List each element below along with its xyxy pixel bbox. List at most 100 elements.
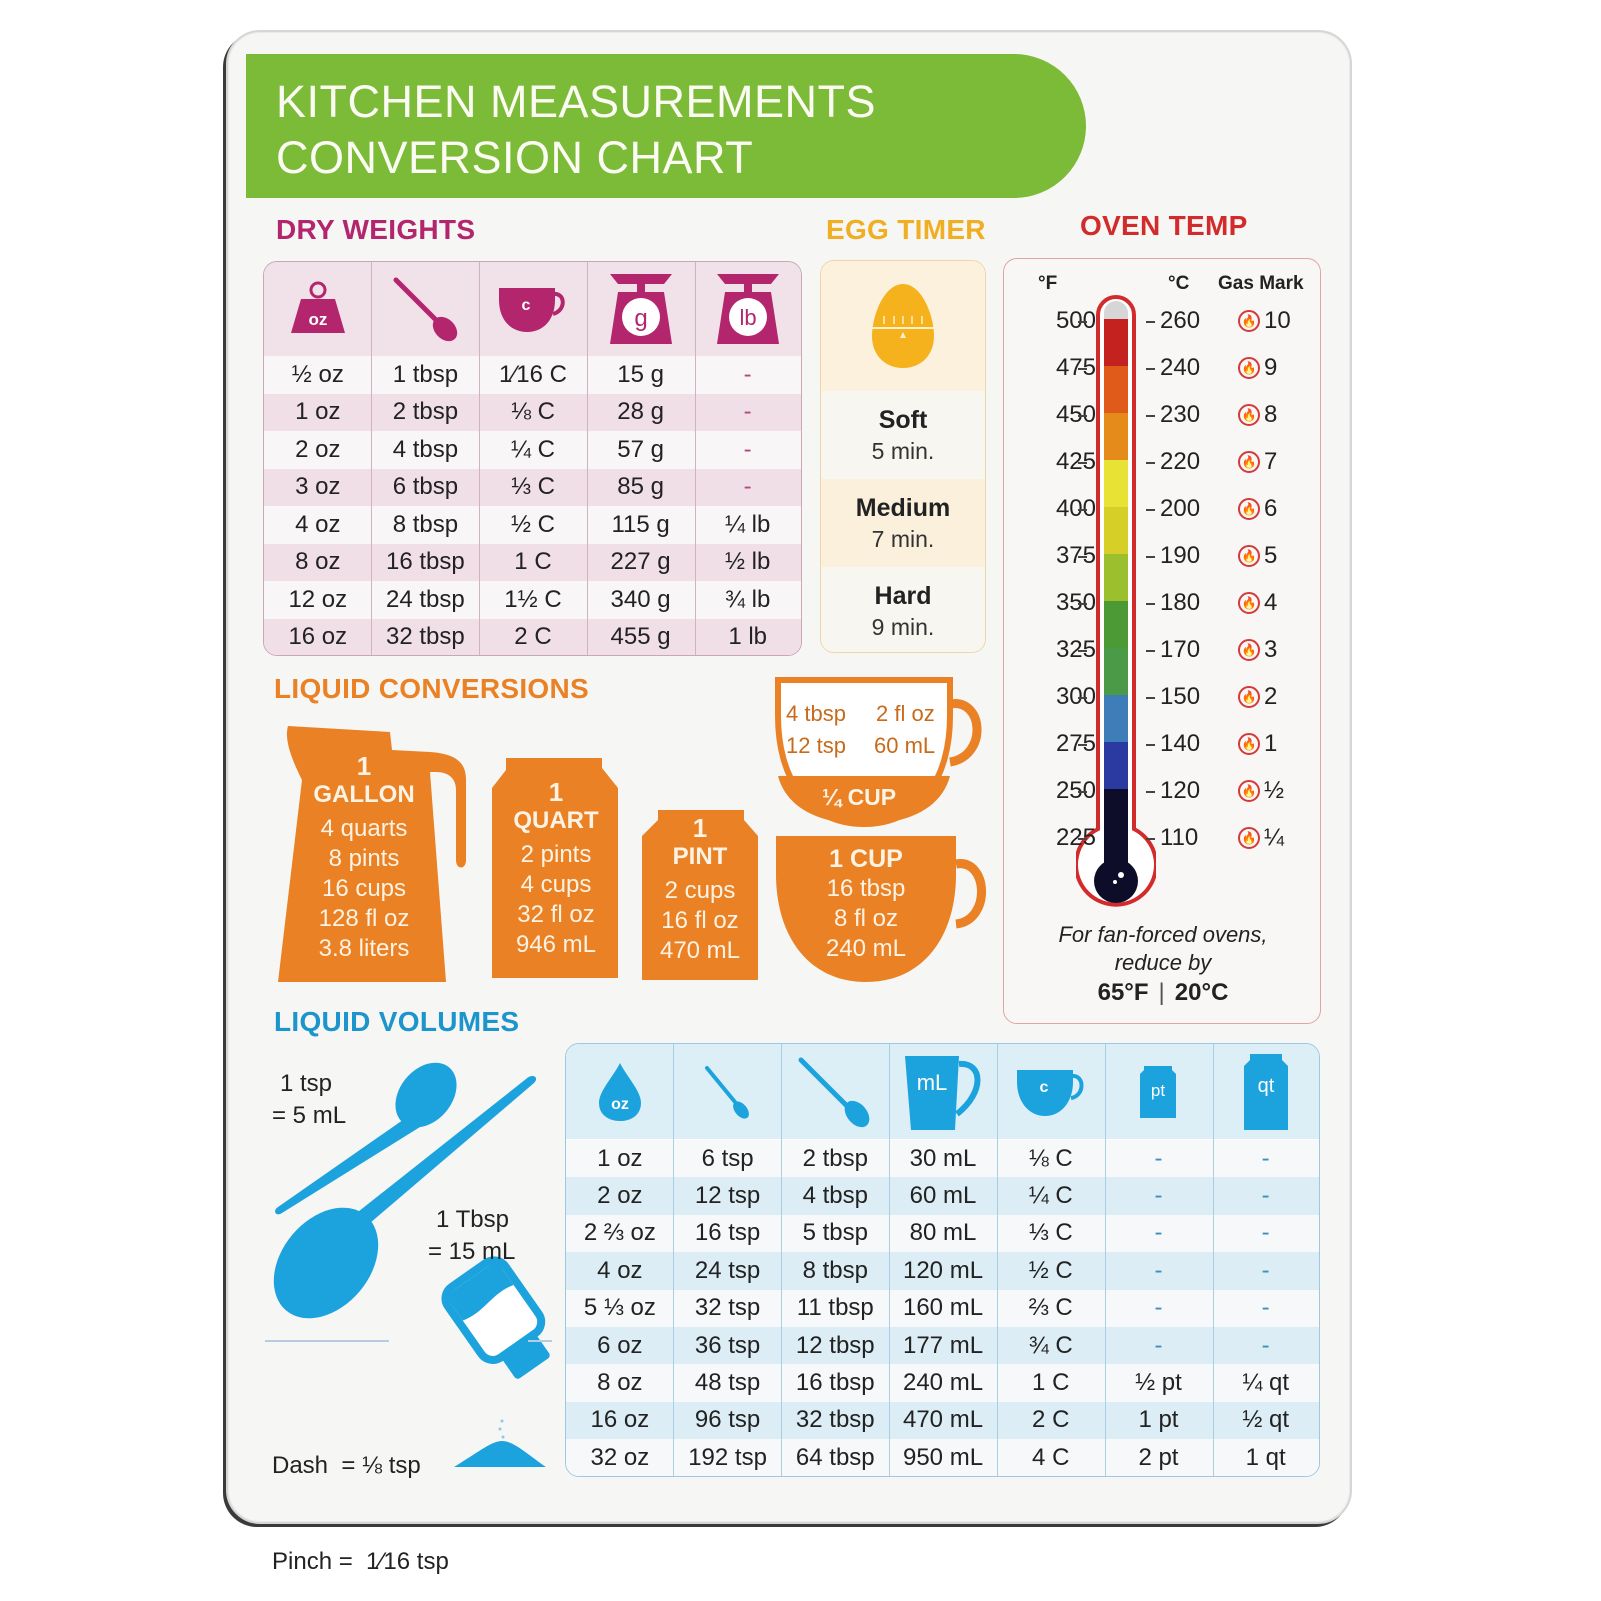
cell-grams: 57 g	[617, 435, 664, 463]
cell-oz: 16 oz	[288, 623, 348, 651]
column-divider	[997, 1044, 998, 1476]
table-row: 8 oz 16 tbsp 1 C 227 g ½ lb	[264, 543, 801, 581]
gas-mark-value: 7	[1264, 448, 1278, 475]
celsius-value: 170	[1160, 636, 1201, 663]
egg-level-soft: Soft 5 min.	[821, 391, 985, 479]
cell-oz: 2 ⅔ oz	[583, 1219, 656, 1247]
cell-oz: 6 oz	[597, 1331, 643, 1359]
cell-tbsp: 24 tbsp	[386, 585, 465, 613]
cell-tsp: 12 tsp	[694, 1182, 761, 1210]
quart-number: 1	[548, 777, 564, 807]
cell-qt: -	[1261, 1182, 1270, 1210]
cell-oz: 16 oz	[590, 1406, 650, 1434]
fahrenheit-value: 275	[1055, 730, 1096, 757]
gas-mark-value: 1	[1264, 730, 1278, 757]
fahrenheit-value: 350	[1055, 589, 1096, 616]
cell-tbsp: 5 tbsp	[802, 1219, 868, 1247]
cell-pt: -	[1154, 1144, 1163, 1172]
cell-tbsp: 2 tbsp	[802, 1144, 868, 1172]
table-row: 4 oz 24 tsp 8 tbsp 120 mL ½ C - -	[566, 1252, 1319, 1290]
flame-icon: 🔥	[1238, 686, 1260, 708]
quart-line: 4 cups	[520, 871, 592, 898]
temp-row: 250 120 🔥 ½	[1004, 777, 1322, 807]
cell-cup: 1½ C	[504, 585, 562, 613]
cell-grams: 455 g	[610, 623, 671, 651]
celsius-value: 260	[1160, 307, 1201, 334]
svg-text:pt: pt	[1151, 1081, 1165, 1100]
flame-icon: 🔥	[1238, 498, 1260, 520]
cell-cup: 2 C	[514, 623, 552, 651]
svg-text:mL: mL	[917, 1070, 948, 1095]
quart-carton-icon: qt	[1212, 1044, 1319, 1139]
liquid-conversions-title: LIQUID CONVERSIONS	[274, 673, 589, 704]
cell-pt: 2 pt	[1138, 1443, 1179, 1471]
level-time: 7 min.	[871, 526, 935, 552]
pint-line: 2 cups	[664, 877, 736, 904]
cell-ml: 120 mL	[902, 1256, 984, 1284]
cell-lb: ½ lb	[724, 548, 771, 576]
cell-oz: 12 oz	[288, 585, 348, 613]
tbsp-value: = 15 mL	[428, 1238, 516, 1265]
fahrenheit-value: 475	[1055, 354, 1096, 381]
flame-icon: 🔥	[1238, 827, 1260, 849]
gallon-line: 128 fl oz	[318, 905, 410, 932]
cell-tbsp: 6 tbsp	[392, 473, 459, 501]
cell-qt: -	[1261, 1219, 1270, 1247]
liquid-volumes-header: oz mL c pt qt	[566, 1044, 1319, 1139]
cell-ml: 177 mL	[902, 1331, 984, 1359]
table-row: 8 oz 48 tsp 16 tbsp 240 mL 1 C ½ pt ¼ qt	[566, 1364, 1319, 1402]
gas-mark-value: 4	[1264, 589, 1278, 616]
tbsp-label: 1 Tbsp	[436, 1206, 509, 1233]
fahrenheit-value: 400	[1055, 495, 1096, 522]
cell-cup: ⅛ C	[1028, 1144, 1073, 1172]
cup-line: 240 mL	[825, 935, 907, 962]
teaspoon-equivalence: 1 tsp = 5 mL	[272, 1068, 346, 1132]
cell-grams: 340 g	[610, 585, 671, 613]
cup-label: CUP	[850, 845, 903, 873]
cell-qt: -	[1261, 1331, 1270, 1359]
separator: |	[1158, 979, 1165, 1006]
fahrenheit-value: 250	[1055, 777, 1096, 804]
fahrenheit-value: 450	[1055, 401, 1096, 428]
cell-oz: 5 ⅓ oz	[583, 1294, 656, 1322]
title-line-1: KITCHEN MEASUREMENTS	[276, 76, 877, 127]
gas-mark-value: ¼	[1264, 824, 1285, 851]
cup-line: 16 tbsp	[826, 875, 906, 902]
one-cup-icon	[776, 836, 986, 982]
table-row: 16 oz 32 tbsp 2 C 455 g 1 lb	[264, 618, 801, 655]
cell-oz: 4 oz	[597, 1256, 643, 1284]
cell-tbsp: 16 tbsp	[795, 1369, 875, 1397]
oven-temp-title: OVEN TEMP	[1080, 210, 1248, 241]
cell-cup: 1⁄16 C	[498, 360, 568, 388]
cell-tbsp: 4 tbsp	[392, 435, 459, 463]
tablespoon-icon	[273, 1207, 379, 1319]
fan-forced-note: For fan-forced ovens, reduce by	[1004, 921, 1322, 977]
dry-weights-header: oz c g lb	[264, 262, 801, 356]
quarter-cup-icon	[775, 677, 982, 828]
cup-line: 8 fl oz	[833, 905, 899, 932]
teaspoon-icon	[674, 1044, 782, 1139]
one-cup-info: 1 CUP 16 tbsp 8 fl oz 240 mL	[786, 844, 946, 964]
cell-pt: -	[1154, 1294, 1163, 1322]
svg-text:oz: oz	[308, 310, 327, 329]
fahrenheit-value: 375	[1055, 542, 1096, 569]
column-divider	[781, 1044, 782, 1476]
cell-tsp: 6 tsp	[701, 1144, 754, 1172]
cell-pt: 1 pt	[1138, 1406, 1179, 1434]
cell-pt: ½ pt	[1135, 1369, 1182, 1397]
cell-pt: -	[1154, 1219, 1163, 1247]
quarter-cup-tbsp: 4 tbsp	[786, 701, 846, 726]
level-name: Hard	[874, 582, 932, 610]
cell-lb: -	[743, 473, 752, 501]
gas-mark-value: 8	[1264, 401, 1278, 428]
cell-tbsp: 32 tbsp	[386, 623, 465, 651]
cell-qt: -	[1261, 1144, 1270, 1172]
weight-oz-icon: oz	[264, 262, 372, 356]
cell-pt: -	[1154, 1182, 1163, 1210]
flame-icon: 🔥	[1238, 404, 1260, 426]
temp-row: 500 260 🔥 10	[1004, 307, 1322, 337]
table-row: 32 oz 192 tsp 64 tbsp 950 mL 4 C 2 pt 1 …	[566, 1439, 1319, 1476]
pint-label: PINT	[672, 843, 728, 870]
celsius-value: 120	[1160, 777, 1201, 804]
egg-timer-icon	[821, 261, 985, 391]
